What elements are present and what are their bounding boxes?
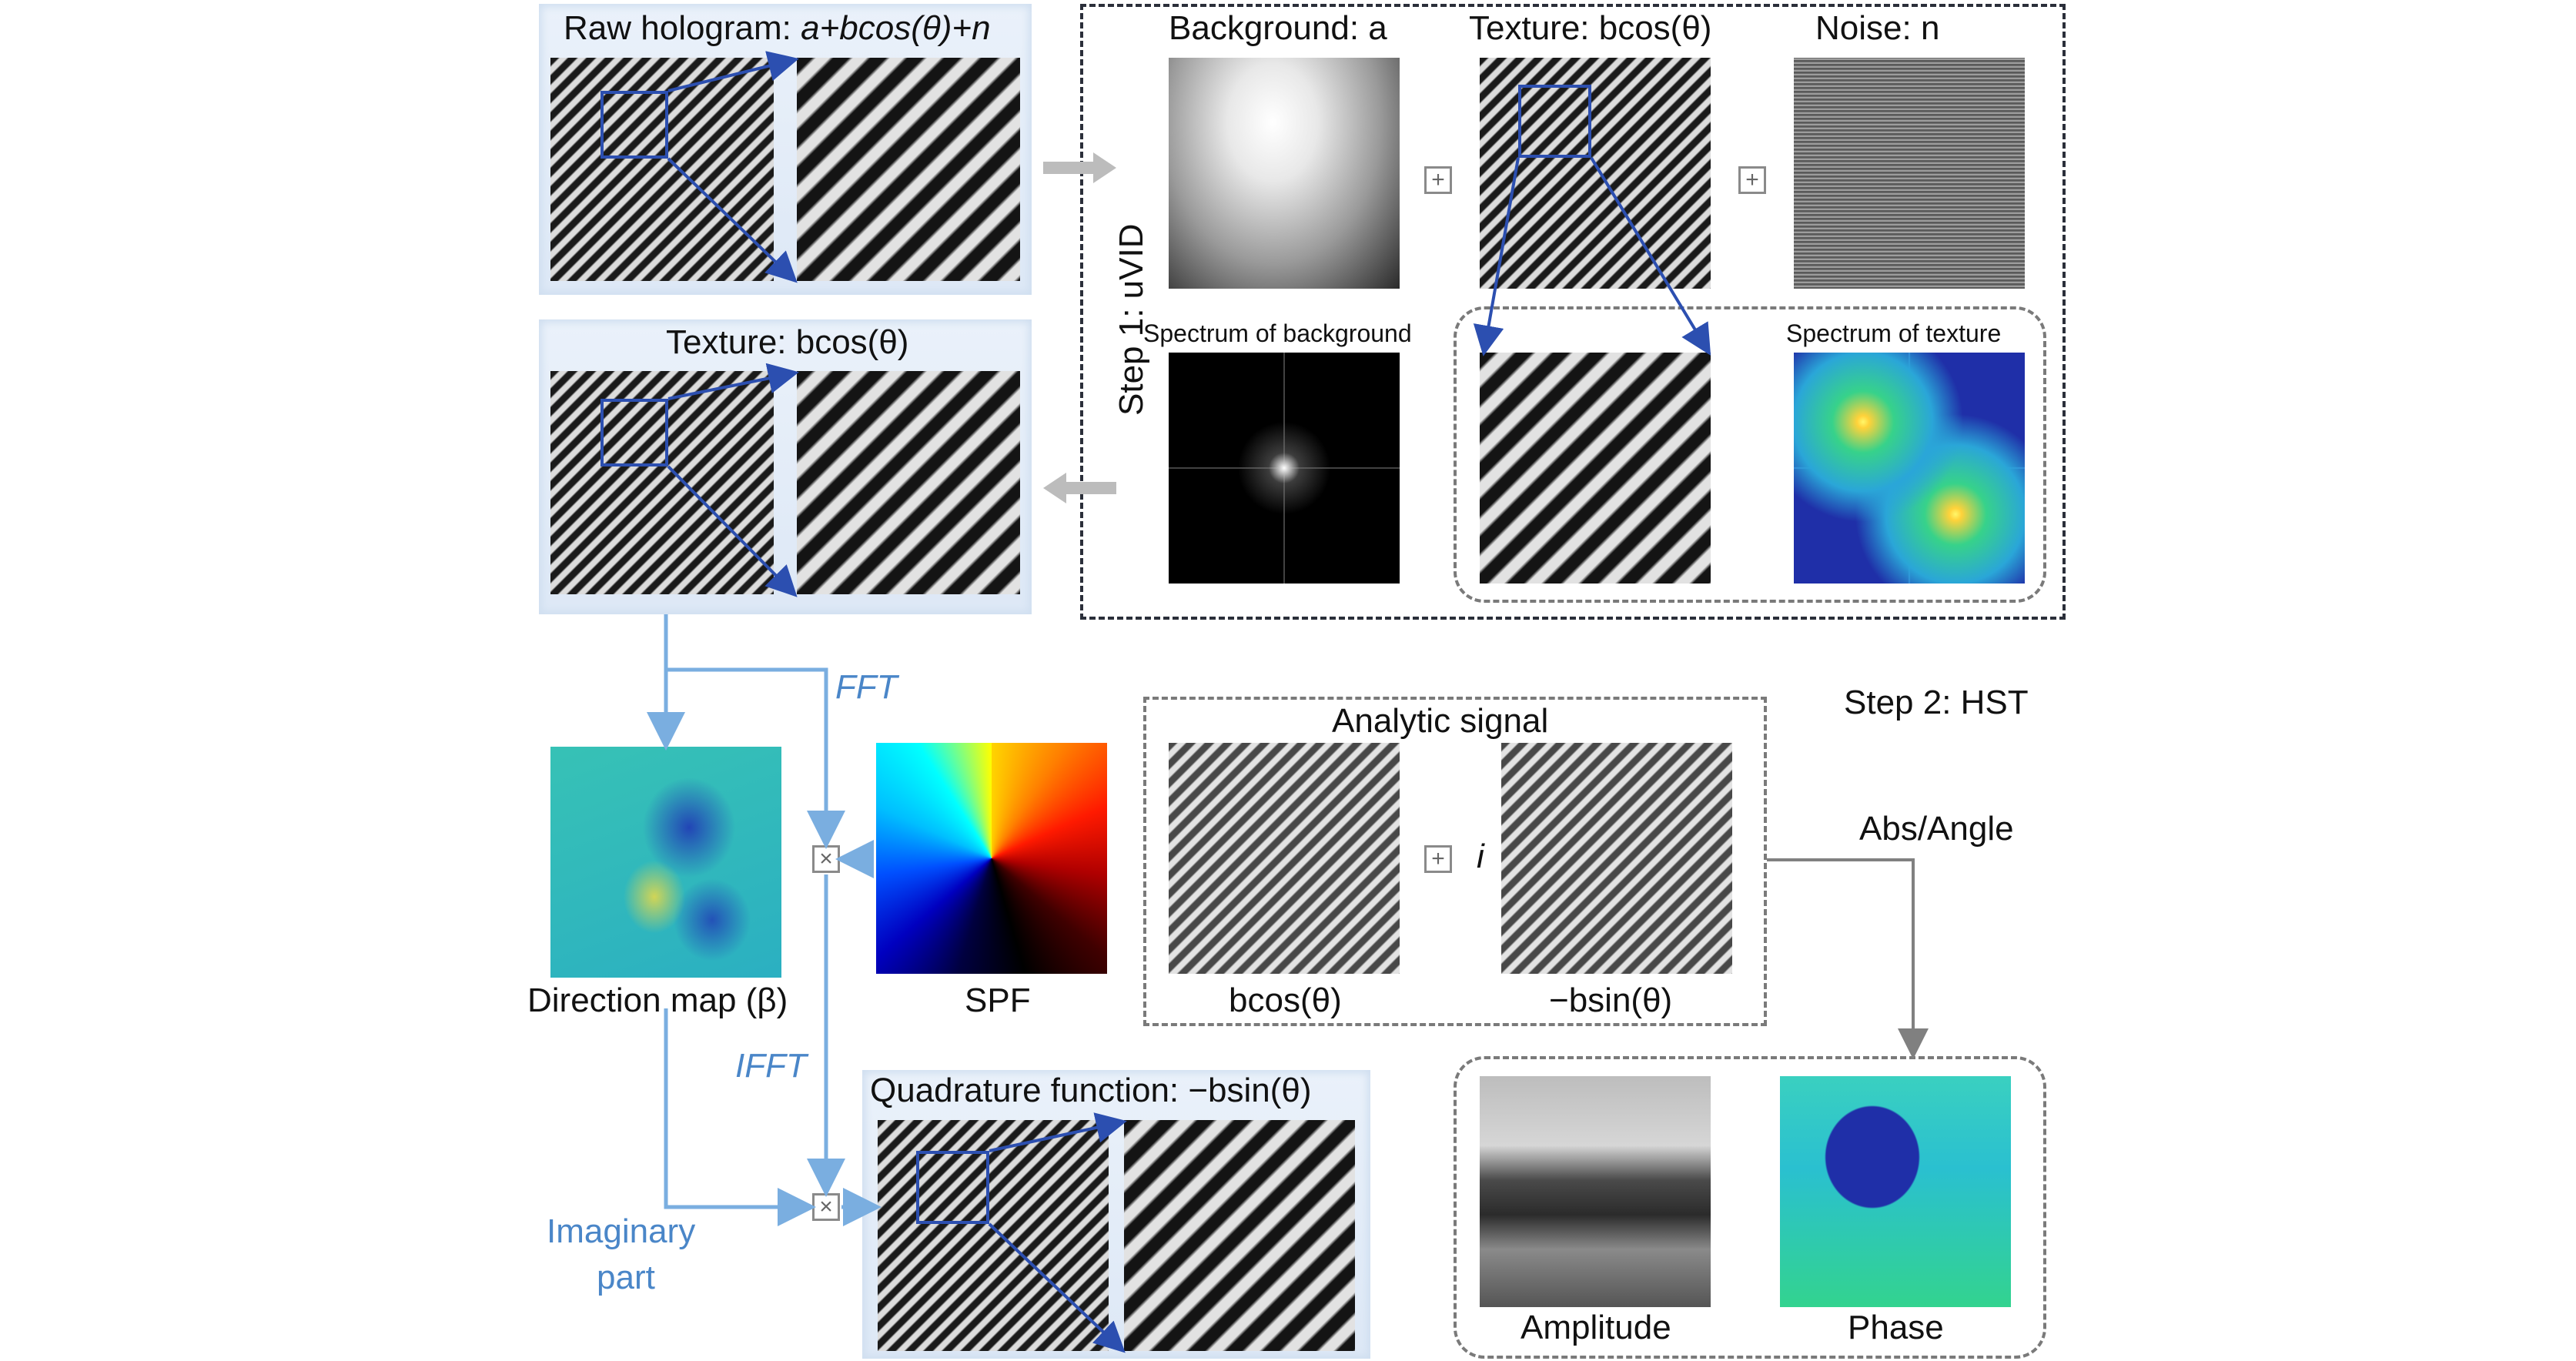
texture-panel-title: Texture: bcos(θ) [666,323,909,361]
raw-hologram-title-prefix: Raw hologram: [564,9,801,47]
spectrum-texture-image [1794,353,2025,584]
quadrature-zoom-image [1124,1120,1355,1351]
background-image [1169,58,1400,289]
spectrum-background-label: Spectrum of background [1143,319,1412,347]
analytic-signal-title: Analytic signal [1332,702,1549,740]
noise-title: Noise: n [1815,9,1940,47]
abs-angle-connector [1767,858,1929,1059]
fft-label: FFT [835,668,898,706]
texture-zoom-box [601,399,668,466]
real-part-label: bcos(θ) [1229,981,1342,1019]
imag-part-label: −bsin(θ) [1549,981,1673,1019]
zoom-lines [667,51,1711,1353]
result-group [1454,1056,2046,1359]
phase-image [1780,1076,2011,1307]
direction-map-text: Direction map (β) [527,981,788,1019]
raw-hologram-image [550,58,774,281]
texture-zoom-image [797,371,1020,594]
spectrum-background-image [1169,353,1400,584]
raw-hologram-title-formula: a+bcos(θ)+n [801,9,991,47]
texture-zoom-detail-image [1480,353,1711,584]
amplitude-label: Amplitude [1521,1309,1671,1346]
plus-operator-3: + [1424,845,1452,873]
spf-image [876,743,1107,974]
imaginary-unit: i [1477,838,1484,875]
imaginary-part-label-line1: Imaginary [547,1212,696,1250]
direction-map-label: Direction map (β) [527,981,788,1020]
raw-hologram-title: Raw hologram: a+bcos(θ)+n [564,9,991,48]
quadrature-zoom-box [916,1151,989,1224]
real-part-image [1169,743,1400,974]
spectrum-texture-label: Spectrum of texture [1786,319,2002,347]
times-operator-2: × [812,1193,840,1221]
imag-part-image [1501,743,1732,974]
phase-label: Phase [1848,1309,1944,1346]
raw-hologram-zoom-box [601,91,668,159]
texture-title: Texture: bcos(θ) [1469,9,1712,47]
direction-map-image [550,747,781,978]
spf-label: SPF [965,981,1031,1019]
flow-lines [647,614,882,1226]
abs-angle-label: Abs/Angle [1859,810,2014,848]
noise-image [1794,58,2025,289]
uvid-texture-zoom-box [1518,85,1591,158]
ifft-label: IFFT [735,1047,807,1085]
texture-spectrum-group [1454,306,2046,603]
plus-operator-2: + [1738,166,1766,194]
analytic-signal-box [1143,697,1767,1026]
uvid-box [1080,4,2066,620]
quadrature-title: Quadrature function: −bsin(θ) [870,1072,1312,1109]
imaginary-part-label-line2: part [597,1259,655,1296]
hst-step-label: Step 2: HST [1844,684,2029,721]
panel-arrows [1043,152,1116,503]
texture-image [550,371,774,594]
raw-hologram-zoom-image [797,58,1020,281]
plus-operator-1: + [1424,166,1452,194]
amplitude-image [1480,1076,1711,1307]
background-title: Background: a [1169,9,1387,47]
